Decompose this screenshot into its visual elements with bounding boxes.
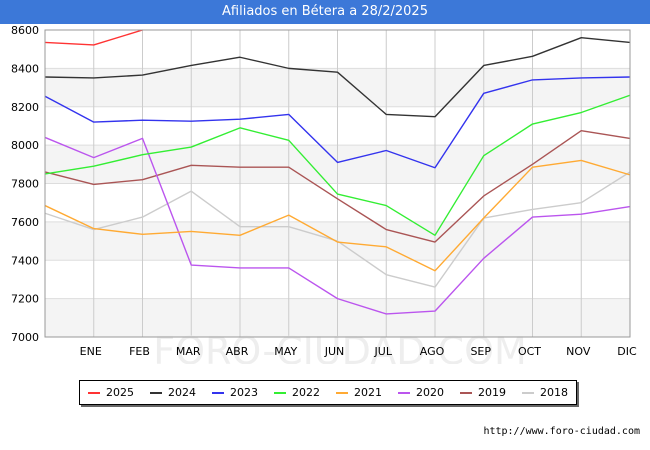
legend-swatch	[150, 391, 162, 394]
plot-border	[44, 29, 631, 338]
legend-label: 2018	[540, 386, 568, 399]
legend-swatch	[336, 391, 348, 394]
legend-swatch	[88, 391, 100, 394]
x-tick-label: JUN	[324, 345, 345, 358]
legend-swatch	[398, 391, 410, 394]
series-line-2023	[44, 76, 631, 169]
y-tick-label: 7200	[11, 293, 39, 306]
legend-swatch	[460, 391, 472, 394]
legend-item-2024: 2024	[150, 386, 196, 399]
legend-item-2020: 2020	[398, 386, 444, 399]
legend-label: 2022	[292, 386, 320, 399]
source-url[interactable]: http://www.foro-ciudad.com	[483, 426, 640, 437]
legend-item-2023: 2023	[212, 386, 258, 399]
chart-legend: 2025 2024 2023 2022 2021 2020 2019 2018	[79, 380, 577, 405]
x-tick-label: MAY	[274, 345, 297, 358]
x-tick-label: FEB	[129, 345, 150, 358]
y-tick-label: 7600	[11, 216, 39, 229]
legend-label: 2025	[106, 386, 134, 399]
y-tick-label: 8200	[11, 101, 39, 114]
y-tick-label: 7000	[11, 331, 39, 344]
watermark: FORO-CIUDAD.COM	[153, 329, 527, 364]
legend-label: 2019	[478, 386, 506, 399]
series-line-2024	[44, 36, 631, 118]
y-tick-label: 8600	[11, 24, 39, 37]
x-tick-label: OCT	[518, 345, 541, 358]
legend-item-2021: 2021	[336, 386, 382, 399]
x-tick-label: AGO	[420, 345, 445, 358]
legend-label: 2023	[230, 386, 258, 399]
legend-label: 2021	[354, 386, 382, 399]
legend-item-2022: 2022	[274, 386, 320, 399]
legend-label: 2024	[168, 386, 196, 399]
x-tick-label: DIC	[617, 345, 637, 358]
series-line-2022	[44, 94, 631, 237]
legend-swatch	[212, 391, 224, 394]
series-line-2018	[44, 171, 631, 288]
legend-label: 2020	[416, 386, 444, 399]
y-tick-label: 8400	[11, 62, 39, 75]
y-tick-label: 8000	[11, 139, 39, 152]
y-tick-label: 7800	[11, 178, 39, 191]
series-line-2025	[44, 29, 143, 46]
legend-swatch	[274, 391, 286, 394]
x-tick-label: JUL	[374, 345, 393, 358]
x-tick-label: ENE	[80, 345, 102, 358]
x-tick-label: SEP	[470, 345, 491, 358]
line-chart: FORO-CIUDAD.COM 7000 7200 7400 7600 7800 8000…	[11, 24, 637, 364]
legend-item-2025: 2025	[88, 386, 134, 399]
y-tick-label: 7400	[11, 254, 39, 267]
chart-title: Afiliados en Bétera a 28/2/2025	[0, 0, 650, 24]
legend-swatch	[522, 391, 534, 394]
series-line-2021	[44, 159, 631, 272]
x-tick-label: MAR	[176, 345, 201, 358]
series-line-2019	[44, 130, 631, 243]
legend-item-2019: 2019	[460, 386, 506, 399]
x-tick-label: NOV	[566, 345, 591, 358]
x-tick-label: ABR	[226, 345, 249, 358]
legend-item-2018: 2018	[522, 386, 568, 399]
series-line-2020	[44, 136, 631, 315]
